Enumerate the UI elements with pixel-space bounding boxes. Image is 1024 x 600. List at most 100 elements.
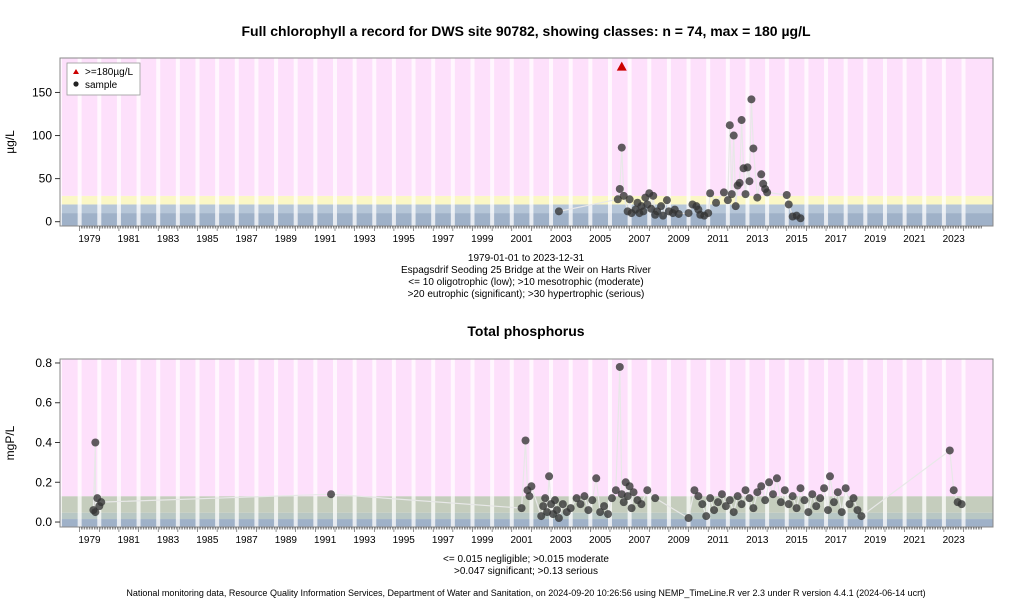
data-point	[745, 177, 754, 186]
data-point	[637, 500, 646, 509]
data-point	[659, 211, 668, 220]
year-stripe	[666, 58, 671, 226]
data-point	[737, 116, 746, 125]
data-point	[845, 500, 854, 509]
data-point	[800, 496, 809, 505]
data-point	[731, 202, 740, 211]
data-point	[945, 446, 954, 455]
chlorophyll-y-label: µg/L	[3, 130, 17, 154]
data-point	[674, 209, 683, 218]
data-point	[541, 494, 550, 503]
x-tick-label: 2023	[943, 234, 966, 245]
x-tick-label: 2019	[864, 535, 887, 546]
data-point	[757, 170, 766, 179]
year-stripe	[765, 58, 770, 226]
phosphorus-panel: Total phosphorus 0.0 0.2 0.4 0.6 0.8 1979 198…	[3, 323, 994, 577]
year-stripe	[588, 58, 593, 226]
data-point	[727, 190, 736, 199]
data-point	[584, 506, 593, 515]
x-tick-label: 2005	[589, 234, 612, 245]
year-stripe	[234, 359, 239, 527]
data-point	[820, 484, 829, 493]
phosphorus-y-label: mgP/L	[3, 425, 17, 460]
x-tick-label: 1997	[432, 535, 455, 546]
year-stripe	[136, 359, 141, 527]
year-stripe	[824, 359, 829, 527]
x-tick-label: 1995	[393, 535, 416, 546]
data-point	[833, 488, 842, 497]
data-point	[600, 502, 609, 511]
data-point	[615, 184, 624, 193]
x-tick-label: 2005	[589, 535, 612, 546]
class-band-1	[60, 512, 993, 520]
chlorophyll-class-bands	[60, 58, 993, 226]
year-stripe	[136, 58, 141, 226]
year-stripe	[254, 359, 259, 527]
data-point	[710, 506, 719, 515]
year-stripe	[863, 359, 868, 527]
data-point	[615, 362, 624, 371]
year-stripe	[686, 58, 691, 226]
year-stripe	[824, 58, 829, 226]
year-stripe	[254, 58, 259, 226]
x-tick-label: 1991	[314, 234, 337, 245]
x-tick-label: 2011	[707, 535, 729, 546]
data-point	[596, 508, 605, 517]
data-point	[741, 190, 750, 199]
data-point	[737, 500, 746, 509]
year-stripe	[941, 58, 946, 226]
data-point	[611, 486, 620, 495]
data-point	[625, 195, 634, 204]
data-point	[721, 502, 730, 511]
data-point	[607, 494, 616, 503]
year-stripe	[195, 359, 200, 527]
x-tick-label: 1985	[196, 535, 219, 546]
data-point	[753, 193, 762, 202]
data-point	[808, 490, 817, 499]
data-point	[780, 486, 789, 495]
data-point	[619, 191, 628, 200]
year-stripe	[804, 58, 809, 226]
x-tick-label: 1989	[275, 234, 298, 245]
year-stripe	[97, 58, 102, 226]
year-stripe	[293, 359, 298, 527]
year-stripe	[332, 359, 337, 527]
data-point	[714, 498, 723, 507]
x-tick-label: 2007	[628, 234, 651, 245]
legend-box	[66, 62, 141, 96]
data-point	[517, 504, 526, 513]
year-stripe	[352, 58, 357, 226]
phosphorus-title: Total phosphorus	[467, 323, 584, 339]
data-point	[617, 143, 626, 152]
data-point	[743, 163, 752, 172]
data-point	[741, 486, 750, 495]
year-stripe	[804, 359, 809, 527]
y-tick-label: 0.0	[35, 515, 52, 529]
year-stripe	[116, 58, 121, 226]
data-point	[327, 490, 336, 499]
year-stripe	[470, 359, 475, 527]
year-stripe	[961, 359, 966, 527]
x-tick-label: 1981	[118, 535, 141, 546]
data-point	[623, 492, 632, 501]
data-point	[588, 496, 597, 505]
chlorophyll-y-axis: 0 50 100 150	[32, 85, 60, 229]
x-tick-label: 2001	[510, 234, 533, 245]
year-stripe	[156, 359, 161, 527]
year-stripe	[175, 58, 180, 226]
x-tick-label: 1983	[157, 234, 180, 245]
chlorophyll-panel: Full chlorophyll a record for DWS site 9…	[3, 23, 994, 300]
data-point	[957, 500, 966, 509]
data-point	[657, 202, 666, 211]
year-stripe	[175, 359, 180, 527]
year-stripe	[607, 359, 612, 527]
data-point	[525, 492, 534, 501]
x-tick-label: 1987	[235, 234, 258, 245]
data-point	[554, 207, 563, 216]
year-stripe	[215, 58, 220, 226]
data-point	[97, 498, 106, 507]
year-stripe	[77, 359, 82, 527]
year-stripe	[922, 58, 927, 226]
chlorophyll-legend: >=180µg/L sample	[66, 62, 141, 96]
